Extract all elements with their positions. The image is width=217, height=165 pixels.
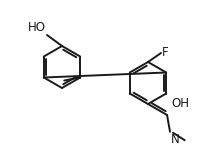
Text: F: F — [162, 46, 169, 59]
Text: OH: OH — [171, 97, 189, 110]
Text: N: N — [171, 133, 179, 146]
Text: HO: HO — [28, 21, 46, 34]
